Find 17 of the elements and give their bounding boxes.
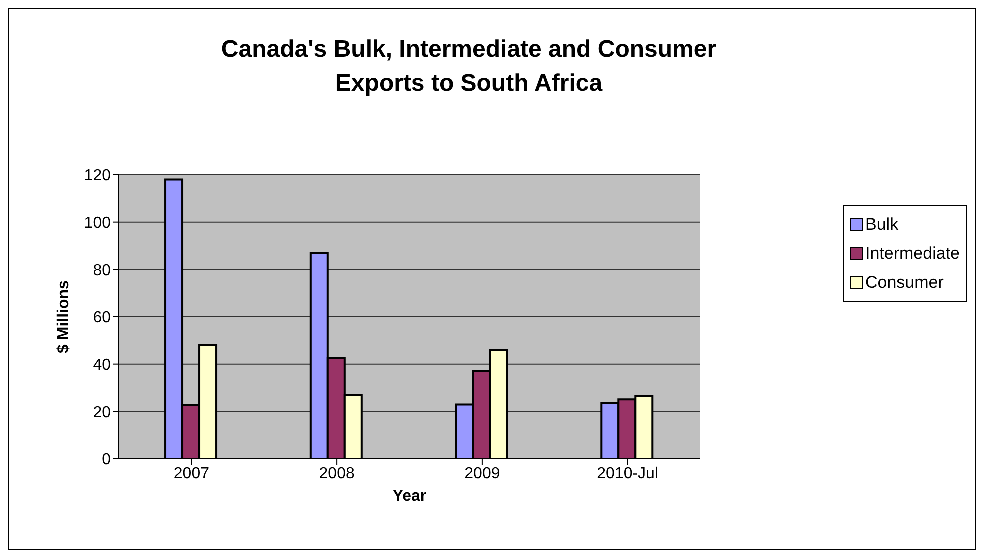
chart-title: Canada's Bulk, Intermediate and Consumer Exports to South Africa [220,35,718,99]
x-tick-label: 2010-Jul [597,465,658,482]
y-axis-title: $ Millions [56,280,73,354]
legend-label: Intermediate [866,244,960,264]
y-tick-label: 40 [93,357,112,374]
x-tick-label: 2009 [464,465,500,482]
y-tick-label: 60 [93,310,112,327]
x-tick-label: 2007 [174,465,210,482]
x-tick-label: 2008 [319,465,355,482]
legend-label: Consumer [866,272,944,292]
y-tick-label: 100 [84,215,112,232]
y-tick-label: 20 [93,404,112,422]
y-tick-label: 120 [84,168,112,185]
y-tick-label: 80 [93,262,112,280]
x-axis-title: Year [392,488,427,505]
legend-label: Bulk [866,214,899,234]
y-tick-label: 0 [102,452,112,469]
